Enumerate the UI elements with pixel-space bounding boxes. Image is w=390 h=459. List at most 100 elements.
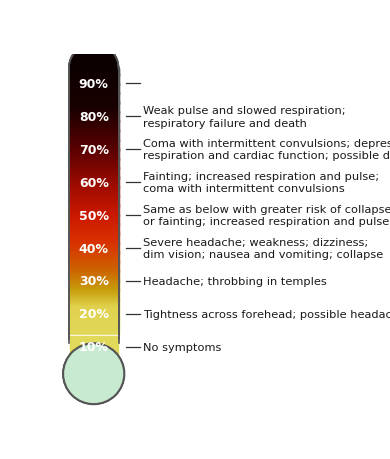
Text: Same as below with greater risk of collapse
or fainting; increased respiration a: Same as below with greater risk of colla… [143,205,390,227]
Bar [69,128,119,129]
Bar [69,127,119,128]
Bar [69,183,119,184]
Bar [69,100,119,101]
Bar [69,336,119,337]
Bar [69,211,119,213]
Bar [69,110,119,112]
Bar [69,201,119,202]
Circle shape [64,345,123,403]
Bar [69,318,119,319]
Bar [69,165,119,167]
Bar [69,131,119,132]
Text: 60%: 60% [79,176,109,189]
Circle shape [63,344,124,404]
Bar [69,247,119,248]
Bar [69,149,119,150]
Bar [69,102,119,103]
Bar [69,280,119,281]
Bar [69,207,119,208]
Bar [69,203,119,204]
Bar [69,132,119,133]
Bar [69,179,119,180]
Bar [69,277,119,278]
Bar [69,87,119,88]
Bar [69,84,119,85]
Bar [69,245,119,246]
Bar [69,293,119,295]
Bar [69,71,119,72]
Bar [69,185,119,186]
Bar [69,263,119,264]
Bar [69,231,119,232]
Bar [69,134,119,135]
Bar [69,333,119,334]
Bar [69,331,119,332]
Bar [69,153,119,154]
Bar [69,133,119,134]
Bar [69,299,119,300]
Bar [69,325,119,326]
Bar [69,208,119,209]
Text: 70%: 70% [79,144,109,157]
Bar [69,261,119,262]
Bar [69,151,119,152]
Text: Coma with intermittent convulsions; depressed
respiration and cardiac function; : Coma with intermittent convulsions; depr… [143,139,390,161]
Bar [69,99,119,100]
Bar [69,283,119,284]
Bar [69,167,119,168]
Bar [69,200,119,201]
Text: 40%: 40% [79,242,109,255]
Bar [69,248,119,249]
Bar [69,322,119,323]
Bar [69,197,119,198]
Bar [69,126,119,127]
Bar [69,304,119,305]
Text: 90%: 90% [79,78,109,91]
Bar [69,76,119,77]
Bar [69,94,119,95]
Bar [69,294,119,296]
Bar [69,326,119,327]
Bar [69,104,119,105]
Bar [69,274,119,275]
Bar [69,221,119,223]
Bar [69,168,119,169]
Bar [69,298,119,299]
Bar [69,235,119,236]
Bar [69,79,119,80]
Bar [69,107,119,108]
Bar [69,240,119,241]
Bar [69,266,119,268]
Bar [69,212,119,213]
Bar [69,330,119,331]
Bar [69,118,119,119]
Bar [69,181,119,182]
Bar [69,302,119,303]
Bar [69,278,119,279]
Bar [69,309,119,310]
Bar [69,88,119,89]
Bar [69,256,119,257]
Bar [69,186,119,187]
Bar [69,327,119,328]
Bar [69,328,119,329]
Bar [69,210,119,212]
Bar [69,145,119,146]
Bar [69,157,119,158]
Bar [69,226,119,227]
Bar [69,142,119,143]
Bar [69,234,119,235]
Bar [69,117,119,118]
Bar [69,209,119,210]
Bar [69,250,119,251]
Bar [69,313,119,314]
Bar [69,140,119,141]
Bar [69,273,119,274]
Bar [69,156,119,157]
Bar [69,255,119,256]
Bar [69,159,119,160]
Bar [69,229,119,230]
Bar [69,139,119,140]
Bar [69,112,119,113]
Bar [69,90,119,92]
